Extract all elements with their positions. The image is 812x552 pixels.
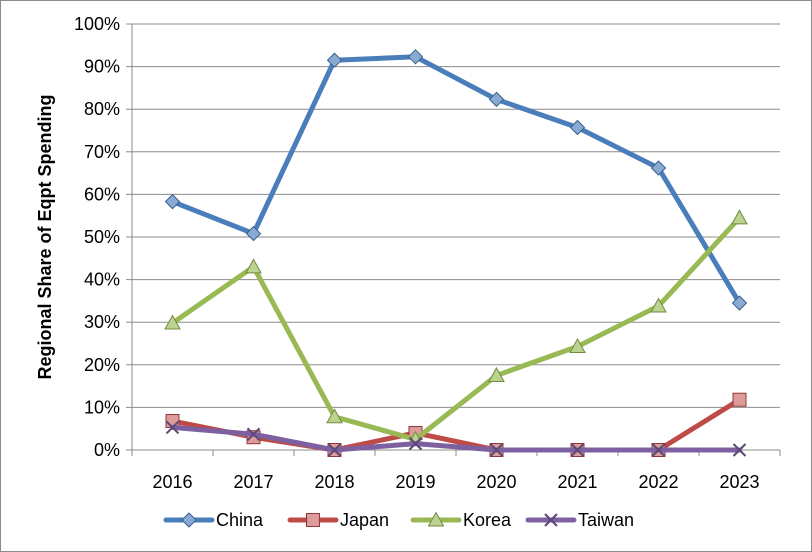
marker-stroke bbox=[489, 443, 504, 457]
legend-item-taiwan: Taiwan bbox=[525, 510, 634, 530]
legend-label: Japan bbox=[340, 510, 389, 530]
data-point-korea bbox=[488, 366, 505, 382]
marker-stroke bbox=[327, 443, 342, 457]
data-point-taiwan bbox=[327, 443, 342, 457]
data-point-taiwan bbox=[246, 427, 261, 441]
gridlines bbox=[126, 23, 780, 451]
x-tick-label: 2017 bbox=[233, 472, 273, 492]
legend-label: Taiwan bbox=[578, 510, 634, 530]
legend-item-korea: Korea bbox=[410, 510, 512, 530]
marker-stroke bbox=[544, 513, 558, 527]
data-point-taiwan bbox=[651, 443, 666, 457]
y-tick-label: 20% bbox=[84, 355, 120, 375]
legend-item-japan: Japan bbox=[287, 510, 389, 530]
axes bbox=[131, 24, 781, 456]
legend-swatch-marker bbox=[181, 512, 197, 528]
data-point-japan bbox=[732, 392, 747, 407]
series-china bbox=[164, 49, 748, 311]
y-tick-label: 80% bbox=[84, 99, 120, 119]
data-point-korea bbox=[164, 314, 181, 330]
y-tick-label: 90% bbox=[84, 57, 120, 77]
x-tick-label: 2016 bbox=[152, 472, 192, 492]
y-axis-label: Regional Share of Eqpt Spending bbox=[35, 94, 55, 379]
y-tick-label: 0% bbox=[94, 440, 120, 460]
data-point-korea bbox=[569, 337, 586, 353]
y-tick-label: 10% bbox=[84, 397, 120, 417]
marker-stroke bbox=[570, 443, 585, 457]
x-tick-label: 2019 bbox=[395, 472, 435, 492]
data-point-taiwan bbox=[570, 443, 585, 457]
x-tick-label: 2020 bbox=[476, 472, 516, 492]
series-line-taiwan bbox=[170, 424, 742, 453]
data-point-china bbox=[407, 49, 424, 65]
data-point-china bbox=[488, 91, 505, 108]
series-taiwan bbox=[165, 420, 747, 457]
legend-swatch-marker bbox=[306, 513, 320, 527]
data-point-taiwan bbox=[489, 443, 504, 457]
series-group bbox=[164, 49, 748, 457]
legend-swatch-marker bbox=[544, 513, 558, 527]
marker-stroke bbox=[408, 436, 423, 451]
data-point-taiwan bbox=[732, 443, 747, 457]
legend-swatch-marker bbox=[427, 511, 445, 527]
legend-label: Korea bbox=[463, 510, 512, 530]
y-tick-label: 60% bbox=[84, 184, 120, 204]
data-point-china bbox=[650, 160, 667, 176]
legend-label: China bbox=[216, 510, 264, 530]
marker-stroke bbox=[165, 420, 180, 435]
series-line-korea bbox=[170, 215, 742, 442]
data-point-korea bbox=[245, 258, 262, 274]
data-point-china bbox=[569, 119, 586, 136]
x-tick-label: 2022 bbox=[638, 472, 678, 492]
y-tick-label: 100% bbox=[74, 14, 120, 34]
series-korea bbox=[164, 209, 748, 446]
x-tick-label: 2021 bbox=[557, 472, 597, 492]
y-tick-labels: 0% 10% 20% 30% 40% 50% 60% 70% 80% 90% 100% bbox=[74, 14, 120, 460]
data-point-korea bbox=[326, 408, 343, 424]
data-point-korea bbox=[650, 297, 667, 313]
y-tick-label: 40% bbox=[84, 270, 120, 290]
legend: China Japan Korea Taiwan bbox=[163, 510, 634, 530]
data-point-korea bbox=[731, 209, 748, 225]
data-point-china bbox=[326, 52, 343, 68]
series-line-china bbox=[170, 54, 742, 306]
marker-stroke bbox=[246, 427, 261, 441]
data-point-taiwan bbox=[165, 420, 180, 435]
data-point-china bbox=[245, 225, 262, 242]
y-tick-label: 50% bbox=[84, 227, 120, 247]
marker-stroke bbox=[732, 443, 747, 457]
x-tick-label: 2023 bbox=[719, 472, 759, 492]
data-point-china bbox=[164, 193, 181, 210]
x-tick-labels: 2016 2017 2018 2019 2020 2021 2022 2023 bbox=[152, 472, 759, 492]
x-tick-label: 2018 bbox=[314, 472, 354, 492]
data-point-china bbox=[731, 295, 748, 311]
marker-stroke bbox=[651, 443, 666, 457]
y-tick-label: 70% bbox=[84, 142, 120, 162]
data-point-taiwan bbox=[408, 436, 423, 451]
legend-item-china: China bbox=[163, 510, 264, 530]
y-tick-label: 30% bbox=[84, 312, 120, 332]
